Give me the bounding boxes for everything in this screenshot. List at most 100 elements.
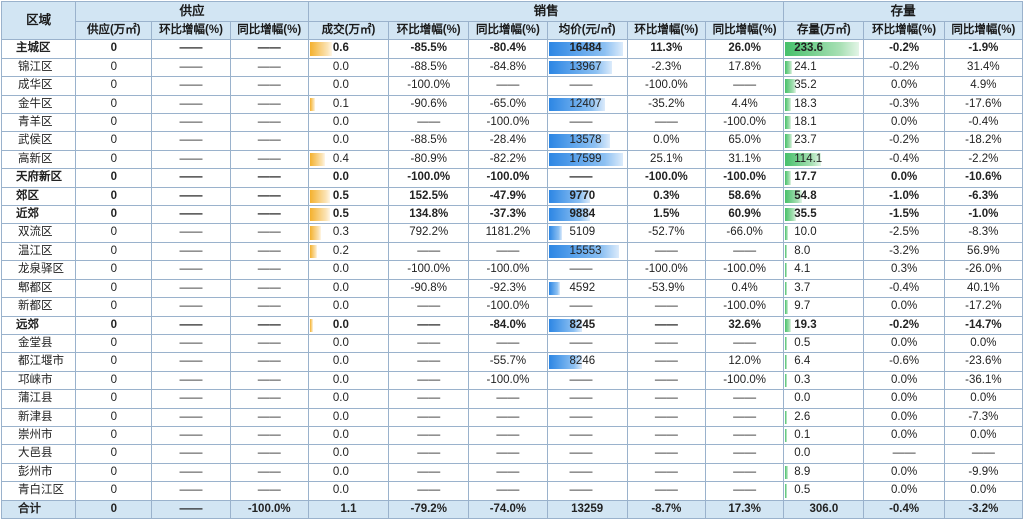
cell-price-mom: —— — [626, 407, 706, 427]
total-row: 合计 0 —— -100.0% 1.1 -79.2% -74.0% 13259 -8.7% 17.… — [0, 499, 1024, 519]
cell-region: 金牛区 — [0, 94, 77, 115]
cell-stock: 0.5 — [783, 481, 865, 501]
cell-region: 邛崃市 — [0, 370, 77, 391]
cell-price-mom: —— — [626, 462, 706, 483]
cell-sales-yoy: -74.0% — [468, 499, 548, 519]
cell-price-yoy: -100.0% — [704, 370, 785, 391]
cell-stock: 114.1 — [783, 149, 865, 170]
cell-avg-price: —— — [546, 444, 628, 464]
cell-stock-mom: -2.5% — [863, 223, 945, 243]
cell-value: —— — [569, 465, 593, 478]
cell-region: 高新区 — [0, 149, 77, 170]
cell-price-yoy: 60.9% — [704, 205, 785, 225]
cell-stock-yoy: 40.1% — [943, 278, 1024, 299]
cell-sales-volume: 0.0 — [307, 57, 390, 78]
cell-supply-mom: —— — [151, 352, 231, 372]
cell-value: 0.0 — [332, 484, 349, 497]
cell-sales-yoy: -37.3% — [468, 205, 548, 225]
cell-stock-mom: -1.5% — [863, 205, 945, 225]
cell-avg-price: 12407 — [546, 94, 628, 115]
cell-price-yoy: 32.6% — [704, 315, 785, 335]
cell-value: 8.0 — [794, 244, 811, 257]
cell-region: 青白江区 — [0, 481, 77, 501]
sales-data-bar — [309, 226, 321, 240]
cell-stock-yoy: -3.2% — [943, 499, 1024, 519]
stock-data-bar — [785, 79, 797, 93]
cell-sales-volume: 0.6 — [307, 39, 390, 59]
stock-data-bar — [785, 226, 789, 240]
cell-sales-mom: —— — [388, 389, 470, 409]
cell-supply: 0 — [75, 297, 153, 317]
cell-avg-price: —— — [546, 370, 628, 391]
cell-stock-mom: 0.3% — [863, 260, 945, 280]
cell-price-mom: —— — [626, 352, 706, 372]
stock-data-bar — [785, 281, 788, 296]
cell-sales-yoy: —— — [468, 444, 548, 464]
cell-avg-price: —— — [546, 297, 628, 317]
cell-stock-yoy: -0.4% — [943, 113, 1024, 133]
price-data-bar — [548, 318, 582, 332]
cell-sales-mom: -100.0% — [388, 260, 470, 280]
stock-data-bar — [785, 244, 788, 259]
cell-stock: 4.1 — [783, 260, 865, 280]
table-row: 龙泉驿区 0 —— —— 0.0 -100.0% -100.0% —— -100.0% -100.… — [0, 260, 1024, 280]
cell-avg-price: —— — [546, 260, 628, 280]
cell-stock: 35.5 — [783, 205, 865, 225]
cell-price-yoy: 31.1% — [704, 149, 785, 170]
cell-supply-yoy: —— — [229, 223, 309, 243]
price-data-bar — [548, 281, 560, 296]
cell-value: 0.0 — [794, 447, 811, 460]
price-data-bar — [548, 189, 590, 204]
cell-value: 12407 — [569, 97, 602, 110]
cell-value: 0.4 — [332, 152, 349, 165]
cell-avg-price: 15553 — [546, 241, 628, 262]
cell-price-yoy: —— — [704, 481, 785, 501]
table-row: 彭州市 0 —— —— 0.0 —— —— —— —— —— 8.9 0.0% -9.9% — [0, 462, 1024, 483]
cell-supply-mom: —— — [151, 223, 231, 243]
cell-avg-price: 9884 — [546, 205, 628, 225]
cell-sales-yoy: —— — [468, 76, 548, 96]
cell-stock-mom: -0.4% — [863, 149, 945, 170]
cell-supply-yoy: —— — [229, 57, 309, 78]
cell-supply-mom: —— — [151, 444, 231, 464]
cell-value: —— — [569, 79, 593, 92]
cell-value: 3.7 — [794, 281, 811, 294]
cell-stock-yoy: 0.0% — [943, 481, 1024, 501]
cell-stock-yoy: 4.9% — [943, 76, 1024, 96]
cell-value: 19.3 — [794, 318, 817, 331]
cell-sales-volume: 0.0 — [307, 407, 390, 427]
cell-supply-mom: —— — [151, 186, 231, 207]
cell-sales-yoy: -84.0% — [468, 315, 548, 335]
cell-supply-mom: —— — [151, 241, 231, 262]
cell-region: 远郊 — [0, 315, 77, 335]
cell-supply-mom: —— — [151, 131, 231, 151]
table-row: 金牛区 0 —— —— 0.1 -90.6% -65.0% 12407 -35.2% 4.4% 18… — [0, 94, 1024, 115]
cell-region: 彭州市 — [0, 462, 77, 483]
supply-group-header: 供应 — [75, 1, 309, 22]
sales-data-bar — [309, 97, 315, 112]
table-body: 主城区 0 —— —— 0.6 -85.5% -80.4% 16484 11.3% 26.0% 23… — [0, 39, 1024, 519]
cell-value: 0.0 — [332, 60, 349, 73]
cell-stock-yoy: -14.7% — [943, 315, 1024, 335]
cell-value: 0.5 — [332, 208, 349, 221]
stock-data-bar — [785, 373, 788, 388]
cell-value: 16484 — [569, 42, 602, 55]
cell-sales-yoy: 1181.2% — [468, 223, 548, 243]
cell-region: 武侯区 — [0, 131, 77, 151]
cell-sales-volume: 0.0 — [307, 462, 390, 483]
col-header-sales-volume: 成交(万㎡) — [307, 20, 390, 41]
cell-stock-yoy: 0.0% — [943, 333, 1024, 354]
stock-data-bar — [785, 263, 788, 277]
cell-supply-yoy: —— — [229, 39, 309, 59]
cell-value: —— — [569, 428, 593, 441]
cell-price-mom: —— — [626, 241, 706, 262]
cell-avg-price: —— — [546, 113, 628, 133]
cell-sales-volume: 0.0 — [307, 260, 390, 280]
cell-value: 0.6 — [332, 42, 349, 55]
cell-price-mom: 0.3% — [626, 186, 706, 207]
stock-data-bar — [785, 116, 792, 130]
cell-sales-mom: -88.5% — [388, 131, 470, 151]
cell-stock-yoy: -7.3% — [943, 407, 1024, 427]
cell-supply-yoy: —— — [229, 333, 309, 354]
cell-sales-volume: 0.0 — [307, 278, 390, 299]
